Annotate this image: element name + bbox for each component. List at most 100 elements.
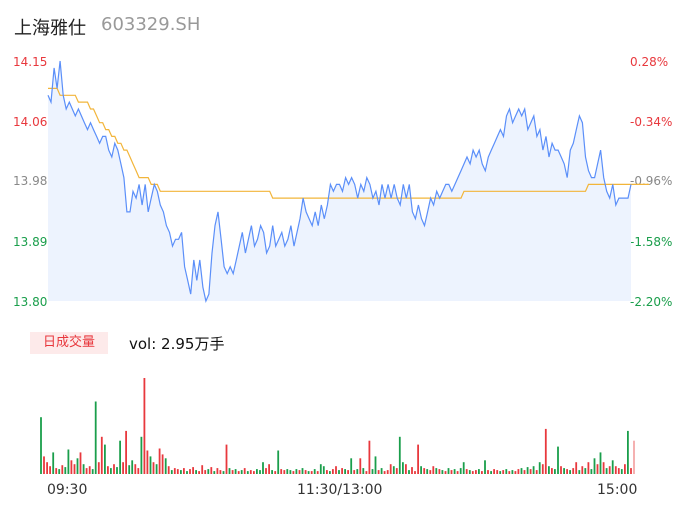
volume-bar (274, 471, 277, 474)
volume-bar (304, 470, 307, 474)
volume-bar (307, 471, 310, 474)
volume-bar (70, 460, 73, 474)
volume-bar (61, 465, 64, 474)
volume-bar (341, 468, 343, 474)
volume-bar (100, 436, 103, 474)
volume-bar (186, 471, 188, 474)
price-tick-label: 14.06 (13, 115, 48, 129)
volume-bar (298, 470, 301, 474)
volume-bar (584, 468, 587, 474)
volume-bar (85, 468, 88, 474)
volume-bar (268, 464, 270, 474)
volume-bar (587, 462, 590, 474)
volume-bar (310, 471, 313, 474)
volume-bar (526, 467, 529, 474)
volume-bar (82, 464, 85, 474)
volume-bar (471, 471, 474, 474)
volume-bar (94, 401, 97, 474)
volume-bar (79, 452, 82, 474)
volume-bar (435, 468, 438, 474)
volume-bar (170, 470, 173, 474)
volume-bar (152, 462, 155, 474)
pct-tick-label: -2.20% (630, 295, 673, 309)
volume-bar (365, 471, 368, 474)
volume-bar (499, 471, 502, 474)
volume-bar (426, 469, 429, 474)
volume-bar (292, 471, 295, 474)
volume-bar (49, 466, 51, 474)
volume-bar (52, 452, 55, 474)
volume-bar (128, 465, 131, 474)
volume-bar (551, 468, 553, 474)
volume-bar (67, 449, 70, 474)
volume-bar (143, 378, 146, 474)
volume-bar (389, 464, 392, 474)
volume-bar (110, 468, 112, 474)
volume-bar (301, 468, 304, 474)
volume-bar (456, 471, 459, 474)
volume-bar (353, 470, 356, 474)
volume-bar (462, 462, 465, 474)
volume-bar (228, 468, 231, 474)
volume-bar (581, 466, 584, 474)
volume-bar (620, 469, 623, 474)
volume-bar (344, 469, 346, 474)
volume-bar (180, 470, 182, 474)
volume-bar (137, 468, 140, 474)
volume-bar (183, 468, 185, 474)
volume-bar (347, 470, 349, 474)
volume-bar (520, 468, 523, 474)
volume-bar (207, 469, 210, 474)
volume-bar (453, 469, 456, 474)
volume-bar (326, 470, 328, 474)
volume-bar (73, 464, 76, 474)
volume-bar (58, 469, 61, 474)
volume-bar (593, 458, 596, 474)
volume-bar (259, 470, 261, 474)
volume-bar (286, 469, 289, 474)
volume-bar (167, 466, 170, 474)
volume-bar (201, 465, 204, 474)
volume-bar (417, 444, 419, 474)
volume-bar (602, 462, 605, 474)
volume-bar (46, 462, 48, 474)
volume-bar (155, 464, 158, 474)
time-label-open: 09:30 (47, 482, 88, 498)
volume-bar (192, 467, 194, 474)
volume-bar (383, 471, 386, 474)
volume-bar (614, 466, 617, 474)
volume-bar (295, 469, 298, 474)
volume-bar (554, 469, 556, 474)
volume-bar (356, 469, 359, 474)
volume-bar (395, 468, 398, 474)
volume-bar (253, 471, 255, 474)
volume-bar (630, 468, 632, 474)
volume-bar (441, 470, 444, 474)
time-label-midday: 11:30/13:00 (297, 482, 383, 498)
volume-bar (444, 471, 447, 474)
volume-bar (529, 469, 532, 474)
volume-bar (563, 468, 565, 474)
volume-bar (116, 467, 118, 474)
volume-bar (225, 444, 228, 474)
volume-bar (316, 471, 319, 474)
price-line (47, 60, 632, 303)
volume-bar (113, 464, 115, 474)
volume-bar (173, 468, 176, 474)
volume-bar (231, 470, 234, 474)
volume-bar (64, 467, 67, 474)
volume-bar (548, 466, 550, 474)
volume-bar (557, 446, 559, 474)
volume-bar (122, 462, 124, 474)
volume-bar (377, 470, 380, 474)
volume-bar (475, 470, 477, 474)
price-tick-label: 13.80 (13, 295, 48, 309)
volume-bar (146, 450, 149, 474)
volume-bar (411, 467, 413, 474)
volume-bar (605, 468, 608, 474)
volume-bar (262, 462, 264, 474)
volume-bar (313, 469, 316, 474)
volume-tab[interactable]: 日成交量 (30, 332, 108, 354)
volume-bar (450, 470, 453, 474)
volume-bar (617, 468, 620, 474)
